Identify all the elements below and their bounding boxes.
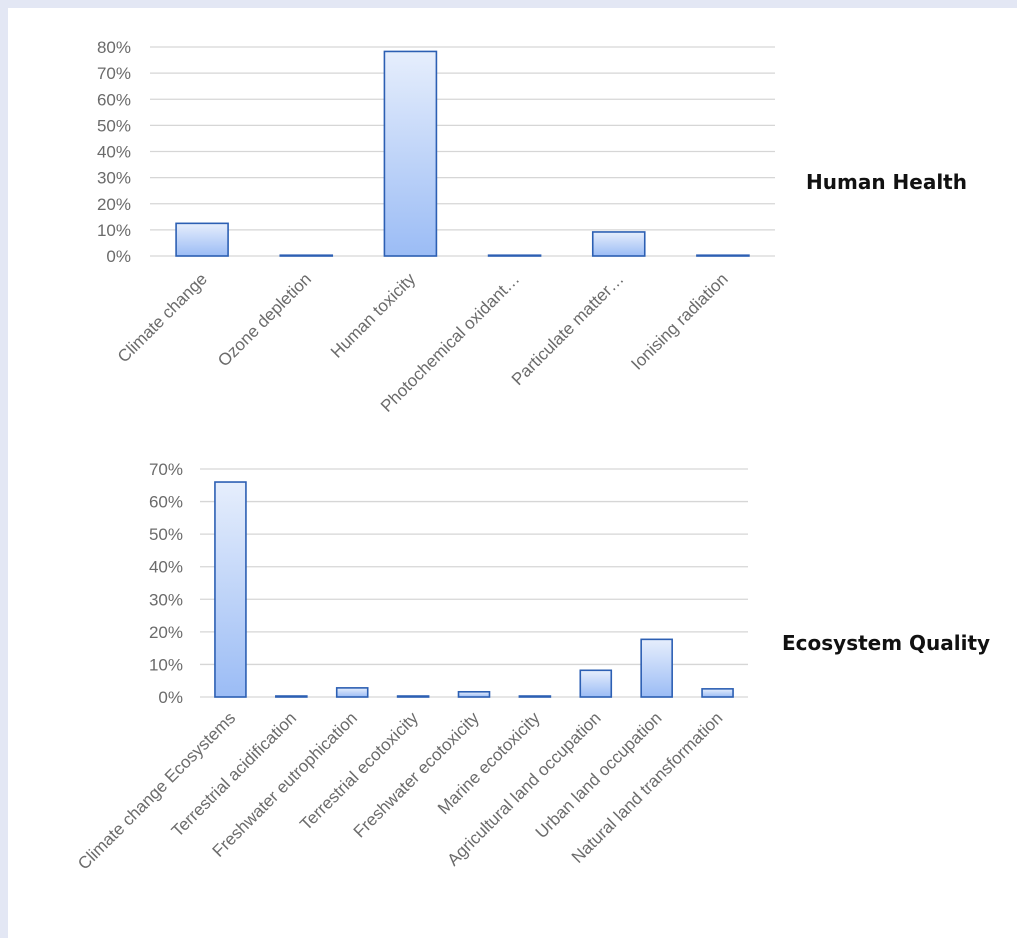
hh-bar <box>487 254 542 257</box>
human-health-chart: 0% 10% 20% 30% 40% 50% 60% 70% 80% Climate change… <box>97 38 775 416</box>
hh-ytick-label: 0% <box>106 247 131 266</box>
eq-ytick-label: 10% <box>149 655 183 674</box>
hh-ytick-label: 70% <box>97 64 131 83</box>
eq-bar <box>335 687 369 698</box>
eq-bar <box>396 695 430 698</box>
hh-ytick-label: 60% <box>97 90 131 109</box>
ecosystem-quality-title: Ecosystem Quality <box>782 631 991 655</box>
hh-bar <box>383 50 438 257</box>
eq-ytick-label: 20% <box>149 623 183 642</box>
hh-category-label: Human toxicity <box>327 269 420 362</box>
eq-bar <box>275 695 308 698</box>
ecosystem-quality-chart: 0%10%20%30%40%50%60%70%Climate change Ec… <box>74 460 748 873</box>
hh-bar <box>591 231 646 257</box>
hh-category-label: Climate change <box>114 269 211 366</box>
hh-category-label: Particulate matter… <box>508 269 628 389</box>
eq-category-label: Terrestrial ecotoxicity <box>296 708 422 834</box>
hh-category-label: Ionising radiation <box>627 269 731 373</box>
hh-bar <box>696 254 750 257</box>
hh-ytick-label: 10% <box>97 221 131 240</box>
hh-ytick-label: 20% <box>97 195 131 214</box>
hh-bar <box>175 222 229 257</box>
human-health-title: Human Health <box>806 170 967 194</box>
eq-category-label: Marine ecotoxicity <box>434 708 544 818</box>
eq-ytick-label: 30% <box>149 590 183 609</box>
hh-ytick-label: 40% <box>97 143 131 162</box>
eq-ytick-label: 60% <box>149 493 183 512</box>
eq-ytick-label: 40% <box>149 558 183 577</box>
eq-bar <box>457 690 491 698</box>
eq-bar <box>640 638 673 698</box>
eq-ytick-label: 70% <box>149 460 183 479</box>
eq-bar <box>518 695 552 698</box>
eq-bar <box>214 481 247 698</box>
hh-bar <box>279 254 334 257</box>
hh-ytick-label: 30% <box>97 169 131 188</box>
hh-category-label: Ozone depletion <box>214 269 315 370</box>
eq-ytick-label: 0% <box>158 688 183 707</box>
eq-bar <box>701 688 734 698</box>
eq-bar <box>579 669 613 698</box>
eq-ytick-label: 50% <box>149 525 183 544</box>
hh-ytick-label: 80% <box>97 38 131 57</box>
hh-ytick-label: 50% <box>97 116 131 135</box>
